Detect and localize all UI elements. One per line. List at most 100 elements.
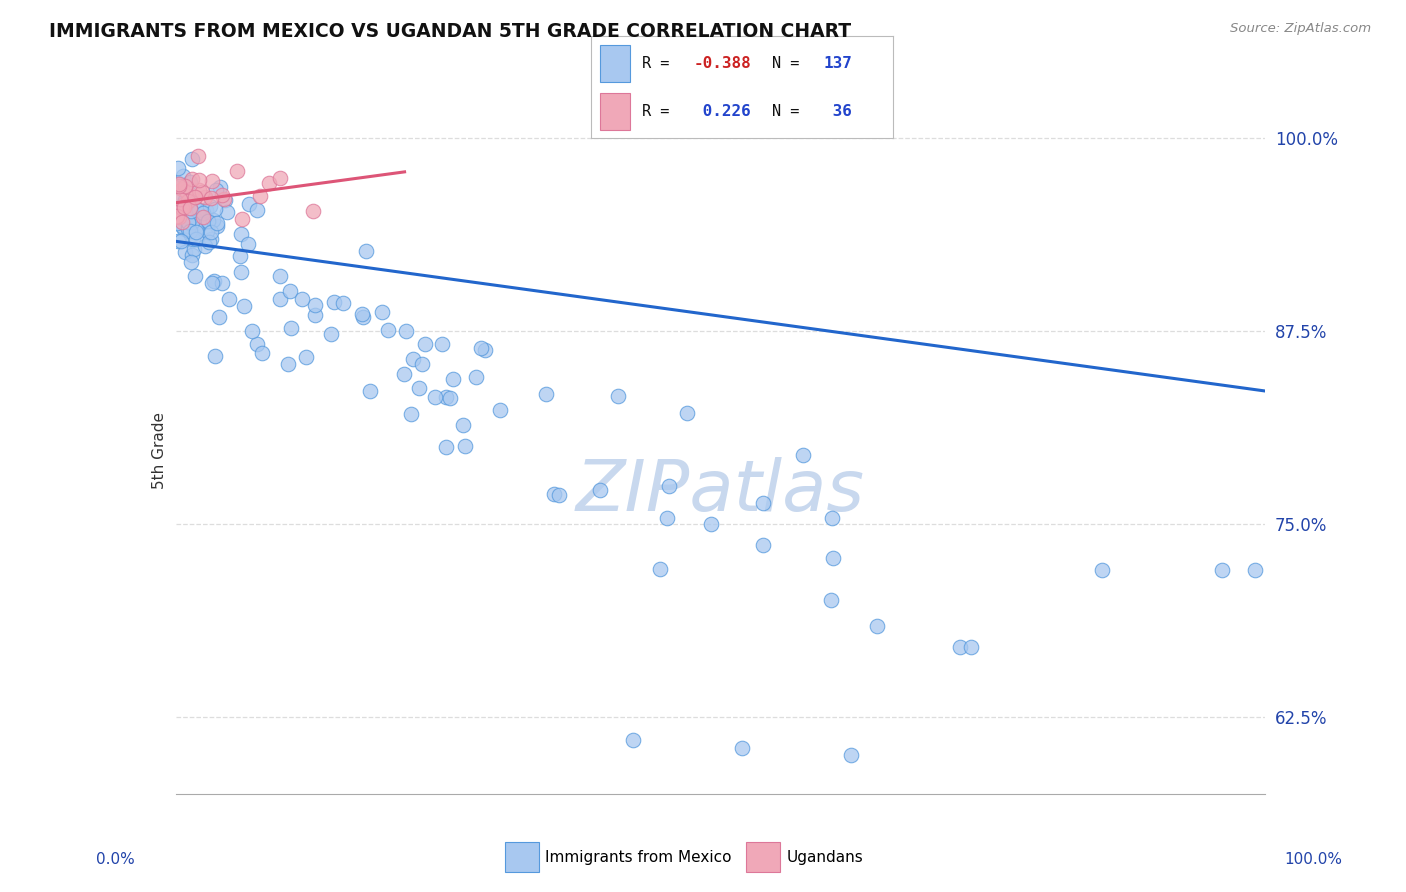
Point [169,179,191,194]
Point [188,183,211,197]
Point [607,389,630,403]
Point [277,357,299,371]
Point [198,235,221,249]
Point [165,210,187,224]
Point [180,203,202,218]
Point [350,306,373,320]
Point [453,418,475,433]
Point [183,219,205,233]
Text: ZIPatlas: ZIPatlas [576,458,865,526]
Point [229,249,252,263]
Point [699,517,721,532]
Point [425,390,447,404]
Point [238,197,260,211]
Point [232,299,254,313]
Text: N =: N = [772,56,808,70]
Point [195,224,218,238]
Point [489,403,512,417]
Point [269,292,291,306]
Point [211,277,233,291]
Point [184,232,207,246]
Point [321,326,343,341]
Text: Immigrants from Mexico: Immigrants from Mexico [546,850,731,864]
Point [236,237,259,252]
Point [201,174,224,188]
Point [352,310,374,325]
Point [174,245,197,260]
Text: Ugandans: Ugandans [786,850,863,864]
Point [205,219,228,233]
Point [752,538,775,552]
Point [166,176,188,190]
Point [184,189,207,203]
Point [257,176,280,190]
Point [200,199,222,213]
Point [197,213,219,227]
Point [229,227,252,241]
Point [211,187,233,202]
Point [187,202,209,217]
Point [249,189,271,203]
Point [173,193,195,207]
Point [200,225,222,239]
Point [201,213,224,227]
FancyBboxPatch shape [599,45,630,82]
Text: N =: N = [772,104,808,120]
Point [474,343,496,357]
Point [217,204,239,219]
Point [454,439,477,453]
Point [212,192,235,206]
Point [204,202,226,216]
Text: R =: R = [643,104,679,120]
Text: R =: R = [643,56,679,70]
Point [183,268,205,283]
Point [399,408,422,422]
Point [534,386,557,401]
Point [246,202,269,217]
Point [377,323,399,337]
Point [269,171,291,186]
Point [166,216,188,230]
Point [204,182,226,196]
FancyBboxPatch shape [505,842,538,872]
Point [359,384,381,398]
Text: -0.388: -0.388 [693,56,751,70]
Point [184,225,207,239]
Point [332,296,354,310]
Point [179,224,201,238]
Point [172,201,194,215]
Point [177,219,200,233]
Point [183,242,205,256]
Point [181,215,204,229]
Point [250,346,273,360]
Point [441,372,464,386]
Point [231,265,253,279]
Point [194,239,217,253]
Point [169,192,191,206]
Point [181,190,204,204]
Point [302,204,325,219]
Point [821,551,844,566]
Point [169,189,191,203]
Point [183,232,205,246]
Point [413,336,436,351]
Point [173,222,195,236]
Point [434,440,457,454]
Text: 0.0%: 0.0% [96,852,135,867]
Point [658,478,681,492]
Point [200,276,222,290]
Point [246,337,269,351]
Point [167,178,190,192]
Point [183,190,205,204]
Point [180,254,202,268]
Text: IMMIGRANTS FROM MEXICO VS UGANDAN 5TH GRADE CORRELATION CHART: IMMIGRANTS FROM MEXICO VS UGANDAN 5TH GR… [49,22,852,41]
FancyBboxPatch shape [599,93,630,130]
Point [200,191,222,205]
Point [180,219,202,233]
Point [402,351,425,366]
Point [408,381,430,395]
Point [167,210,190,224]
Point [204,349,226,363]
Point [208,310,231,325]
Point [548,488,571,502]
